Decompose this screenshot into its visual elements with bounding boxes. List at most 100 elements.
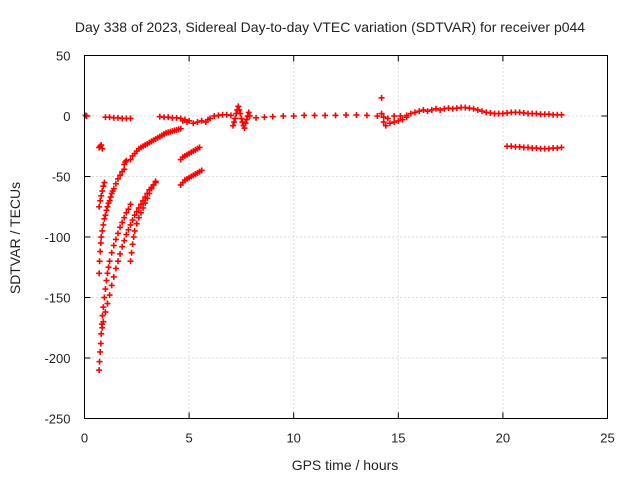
data-point	[332, 112, 339, 119]
data-point	[98, 234, 105, 240]
data-point	[128, 249, 135, 256]
y-tick-label: -150	[44, 291, 70, 306]
x-tick-label: 5	[185, 431, 192, 446]
data-point	[100, 183, 107, 190]
data-point	[382, 122, 389, 129]
data-point	[102, 212, 109, 219]
data-point	[107, 194, 114, 201]
data-point	[378, 110, 385, 117]
data-point	[102, 286, 109, 293]
data-point	[123, 157, 130, 164]
data-point	[363, 112, 370, 119]
data-point	[196, 144, 203, 151]
x-axis-label: GPS time / hours	[292, 457, 399, 473]
data-point	[353, 112, 360, 119]
tick-labels: 0 5 10 15 20 25 50 0 -50 -100 -150 -200 -250	[44, 49, 614, 446]
data-point	[290, 113, 297, 119]
x-tick-label: 0	[81, 431, 88, 446]
data-point	[129, 241, 136, 248]
data-point	[144, 195, 151, 202]
data-point	[119, 243, 126, 250]
data-point	[123, 209, 130, 216]
data-point	[96, 367, 103, 374]
data-point	[104, 270, 111, 277]
data-point	[127, 156, 134, 163]
data-point	[103, 207, 110, 214]
data-point	[133, 220, 140, 227]
data-point	[96, 270, 103, 277]
data-point	[135, 214, 142, 221]
data-point	[236, 106, 243, 113]
data-point	[140, 204, 147, 211]
data-point	[238, 115, 245, 122]
data-point	[104, 203, 111, 210]
y-tick-label: -100	[44, 230, 70, 245]
data-point	[108, 249, 115, 256]
data-point	[378, 94, 385, 101]
data-point	[437, 106, 444, 113]
data-point	[231, 119, 238, 126]
data-point	[194, 119, 201, 126]
data-point	[424, 108, 431, 115]
x-tick-label: 15	[391, 431, 405, 446]
data-point	[269, 113, 276, 120]
data-point	[99, 188, 106, 195]
data-point	[246, 113, 253, 119]
data-point	[384, 115, 391, 122]
data-point	[96, 258, 103, 265]
plot-frame	[84, 55, 608, 419]
x-tick-label: 20	[496, 431, 510, 446]
data-point	[380, 119, 387, 126]
data-point	[123, 231, 130, 238]
data-point	[207, 115, 214, 122]
data-point	[239, 119, 246, 126]
data-point	[100, 221, 107, 228]
data-point	[97, 248, 104, 255]
data-point	[121, 237, 128, 244]
data-point	[106, 258, 113, 265]
data-point	[99, 312, 106, 319]
y-tick-label: -250	[44, 412, 70, 427]
data-point	[108, 282, 115, 289]
data-point	[98, 330, 105, 337]
data-point	[117, 224, 124, 231]
data-point	[133, 208, 140, 215]
data-point	[100, 318, 107, 325]
data-point	[127, 258, 134, 265]
data-point	[198, 167, 205, 174]
data-point	[125, 206, 132, 213]
data-point	[227, 112, 234, 119]
data-point	[148, 185, 155, 192]
data-point	[558, 144, 565, 151]
data-point	[190, 120, 197, 127]
data-point	[112, 265, 119, 272]
data-point	[129, 217, 136, 224]
y-tick-label: -200	[44, 351, 70, 366]
data-point	[100, 304, 107, 311]
data-point	[391, 119, 398, 126]
data-point	[474, 106, 481, 113]
data-point	[114, 175, 121, 182]
data-point	[301, 112, 308, 119]
data-point	[99, 324, 106, 331]
data-point	[98, 192, 105, 199]
y-tick-label: -50	[52, 170, 71, 185]
data-point	[101, 215, 108, 222]
data-point	[177, 125, 184, 132]
chart-title: Day 338 of 2023, Sidereal Day-to-day VTE…	[75, 19, 585, 35]
data-point	[232, 115, 239, 122]
data-series-sdtvar	[82, 94, 565, 374]
data-point	[127, 115, 134, 122]
data-point	[397, 113, 404, 119]
data-point	[106, 197, 113, 204]
data-point	[142, 200, 149, 207]
data-point	[125, 226, 132, 233]
data-point	[386, 120, 393, 127]
data-point	[112, 236, 119, 243]
data-point	[391, 113, 398, 119]
data-point	[114, 258, 121, 265]
data-point	[127, 221, 134, 228]
data-point	[97, 197, 104, 204]
data-point	[146, 190, 153, 197]
